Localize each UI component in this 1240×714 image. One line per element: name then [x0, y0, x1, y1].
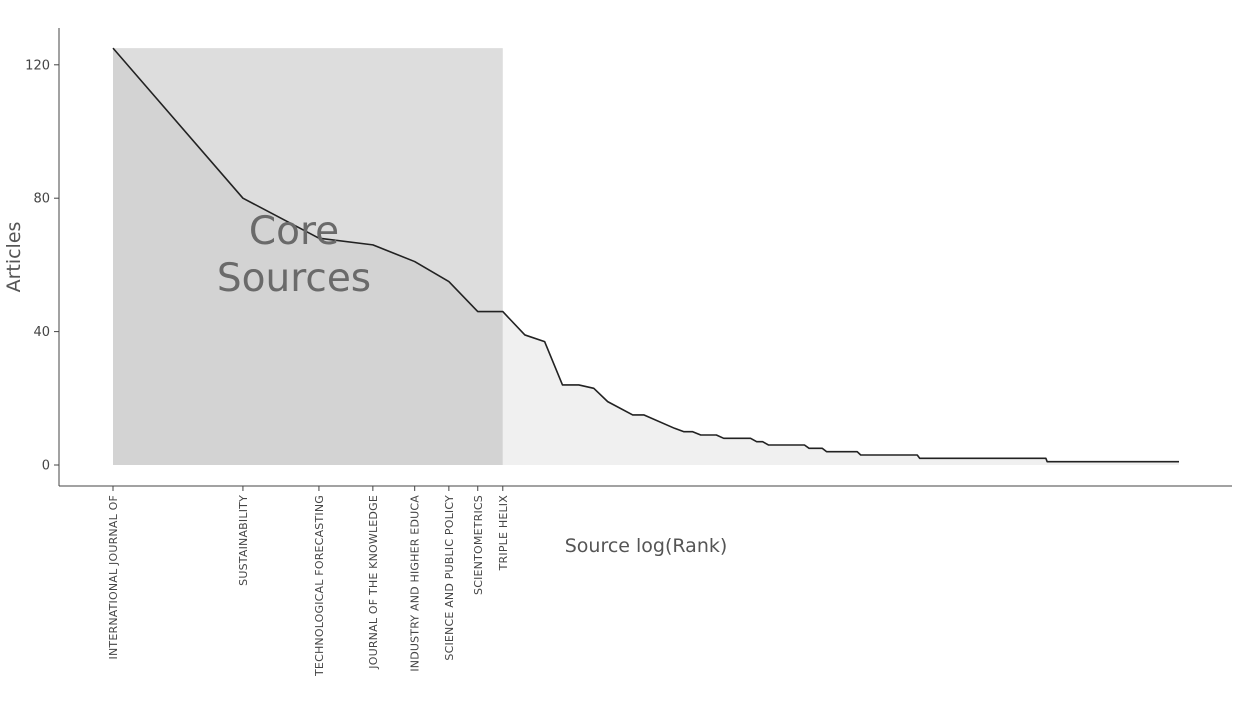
source-tick-label: INTERNATIONAL JOURNAL OF — [107, 495, 120, 659]
x-axis-title: Source log(Rank) — [565, 535, 728, 557]
axes-layer — [58, 28, 1232, 487]
series-line — [112, 47, 1179, 463]
core-zone-label-line1: Core — [249, 209, 339, 254]
core-zone-label-line2: Sources — [217, 256, 371, 301]
y-tick-label: 0 — [42, 459, 50, 474]
y-axis-title: Articles — [3, 222, 25, 293]
non-core-area-fill — [502, 311, 1179, 465]
y-tick-label: 40 — [33, 325, 50, 340]
y-tick-label: 120 — [25, 58, 50, 73]
y-tick-label: 80 — [33, 192, 50, 207]
source-tick-label: JOURNAL OF THE KNOWLEDGE — [367, 495, 380, 670]
source-tick-label: SUSTAINABILITY — [237, 495, 250, 586]
source-tick-label: SCIENCE AND PUBLIC POLICY — [443, 495, 456, 661]
source-tick-label: TRIPLE HELIX — [497, 495, 510, 572]
source-labels-layer: INTERNATIONAL JOURNAL OF SUSTAINABILITY TE… — [107, 486, 510, 677]
y-ticks-layer: 0 40 80 120 — [25, 58, 59, 474]
source-tick-label: SCIENTOMETRICS — [472, 495, 485, 595]
line-layer — [112, 47, 1179, 463]
source-tick-label: TECHNOLOGICAL FORECASTING — [313, 495, 326, 677]
area-layer — [113, 48, 1179, 465]
source-tick-label: INDUSTRY AND HIGHER EDUCA — [409, 495, 422, 672]
core-area-fill — [113, 48, 503, 465]
